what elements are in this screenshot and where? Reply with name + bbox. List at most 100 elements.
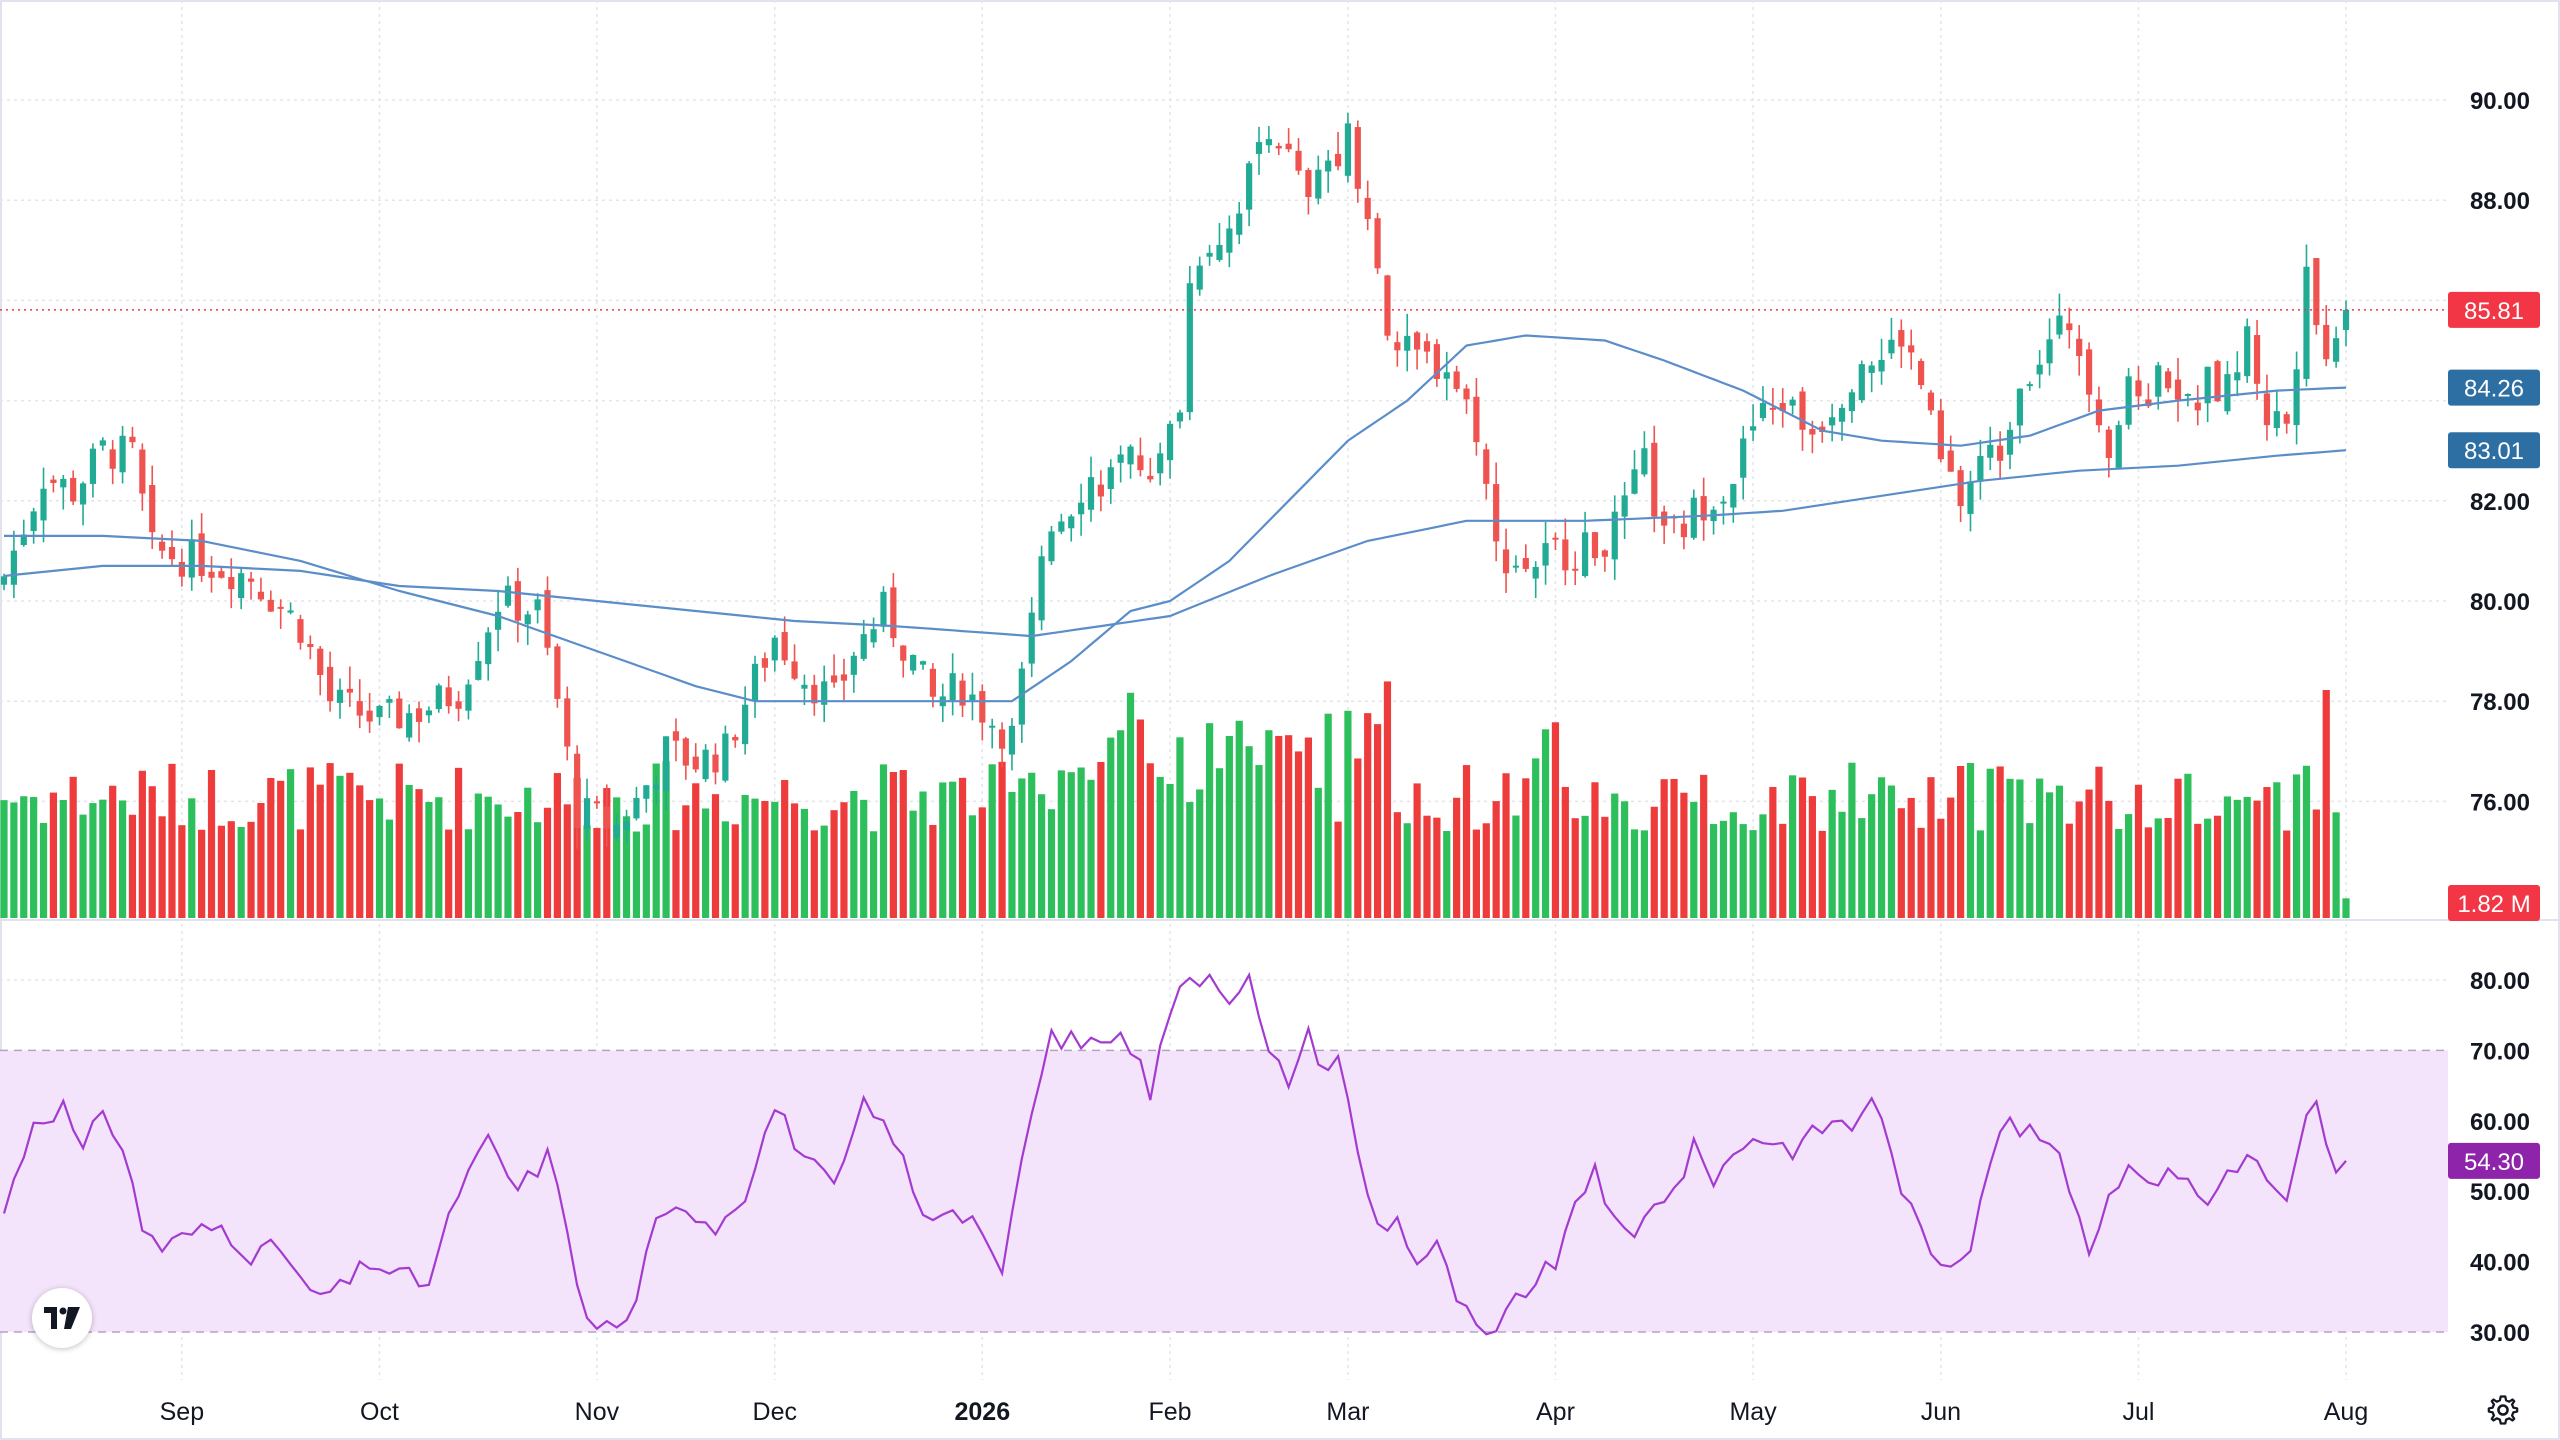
volume-bar — [1047, 809, 1056, 918]
candle-body — [1473, 396, 1480, 443]
candle-body — [435, 685, 442, 710]
candle-body — [2155, 365, 2162, 397]
candle-body — [672, 731, 680, 741]
volume-bar — [158, 816, 166, 918]
candle-body — [1858, 364, 1865, 401]
candle-body — [880, 591, 887, 627]
candle-body — [1058, 521, 1065, 532]
candle-body — [534, 599, 541, 611]
volume-bar — [1275, 735, 1283, 918]
candle-body — [1552, 537, 1559, 540]
volume-bar — [59, 799, 67, 918]
candle-body — [603, 806, 610, 829]
volume-bar — [267, 778, 275, 918]
rsi-badge: 54.30 — [2464, 1149, 2524, 1176]
candle-body — [2174, 379, 2182, 400]
ma-slow-badge: 83.01 — [2464, 438, 2524, 465]
volume-bar — [49, 792, 58, 918]
candle-body — [2076, 338, 2083, 357]
candle-body — [89, 448, 97, 484]
candle-body — [1789, 399, 1796, 406]
volume-bar — [99, 799, 107, 918]
volume-bar — [731, 824, 739, 918]
candle-body — [1364, 197, 1371, 220]
candle-body — [1196, 265, 1203, 290]
candle-body — [1493, 484, 1500, 542]
volume-bar — [1917, 827, 1925, 918]
volume-bar — [1957, 765, 1965, 918]
volume-bar — [1472, 829, 1480, 918]
volume-bar — [1947, 797, 1955, 918]
candle-body — [30, 511, 37, 532]
price-axis[interactable]: 90.00 88.00 82.00 80.00 78.00 76.00 — [2470, 88, 2530, 816]
volume-bar — [1057, 770, 1065, 918]
candle-body — [821, 681, 828, 705]
candle-body — [998, 729, 1006, 749]
volume-bar — [1482, 823, 1490, 918]
gear-icon[interactable] — [2486, 1393, 2520, 1427]
volume-bar — [1097, 761, 1105, 918]
last-price-badge: 85.81 — [2464, 298, 2524, 325]
volume-bar — [128, 814, 137, 918]
candle-body — [662, 736, 670, 792]
volume-bar — [2283, 830, 2291, 918]
moving-averages — [0, 309, 2448, 703]
candle-body — [2036, 364, 2043, 375]
last-price-badge-bg — [2448, 291, 2540, 328]
rsi-axis[interactable]: 80.00 70.00 60.00 50.00 40.00 30.00 — [2470, 968, 2530, 1347]
volume-bar — [1729, 812, 1737, 918]
candle-body — [168, 546, 176, 560]
tradingview-logo-icon[interactable] — [32, 1288, 92, 1348]
ma-fast-badge: 84.26 — [2464, 376, 2524, 403]
candle-body — [119, 435, 126, 473]
rsi-badge-bg — [2448, 1142, 2540, 1179]
volume-bar — [1621, 801, 1629, 918]
candle-body — [79, 483, 87, 505]
candle-body — [801, 684, 808, 689]
candle-body — [159, 541, 166, 551]
volume-bar — [356, 785, 364, 918]
volume-bar — [0, 800, 8, 918]
candle-body — [1512, 565, 1520, 568]
candle-body — [1325, 160, 1332, 172]
candle-body — [1404, 335, 1411, 351]
price-tick-label: 90.00 — [2470, 88, 2530, 115]
time-axis[interactable]: Sep Oct Nov Dec 2026 Feb Mar Apr May Jun Jul Aug — [160, 1398, 2369, 1426]
volume-bar — [771, 801, 779, 918]
rsi-band — [0, 1049, 2448, 1333]
candle-body — [1769, 407, 1776, 410]
candle-body — [890, 587, 897, 639]
volume-bar — [504, 816, 512, 918]
volume-bar — [1126, 692, 1135, 918]
volume-bar — [1196, 789, 1204, 918]
volume-bar — [1364, 713, 1372, 918]
candle-body — [1967, 481, 1974, 514]
volume-bar — [1966, 763, 1975, 918]
volume-bar — [2115, 829, 2123, 918]
candle-body — [307, 643, 314, 648]
volume-bar — [118, 800, 127, 918]
rsi-tick-label: 30.00 — [2470, 1320, 2530, 1347]
volume-bar — [1897, 808, 1905, 918]
candle-body — [771, 637, 778, 661]
volume-bar — [840, 802, 848, 918]
candle-body — [910, 654, 917, 671]
volume-bar — [494, 804, 502, 918]
volume-bar — [1709, 824, 1718, 918]
candle-body — [583, 798, 591, 829]
candle-body — [1374, 218, 1381, 269]
price-tick-label: 88.00 — [2470, 188, 2530, 215]
volume-bar — [395, 763, 403, 918]
candle-body — [1255, 142, 1263, 154]
volume-bar — [929, 824, 937, 918]
volume-bar — [1314, 787, 1322, 918]
volume-bar — [1769, 786, 1777, 918]
candle-body — [425, 710, 433, 716]
candle-body — [1236, 213, 1243, 235]
volume-bar — [692, 783, 700, 918]
volume-bar — [1789, 775, 1797, 918]
candle-body — [297, 619, 304, 643]
candle-body — [1147, 475, 1154, 480]
volume-bar — [1907, 797, 1915, 918]
